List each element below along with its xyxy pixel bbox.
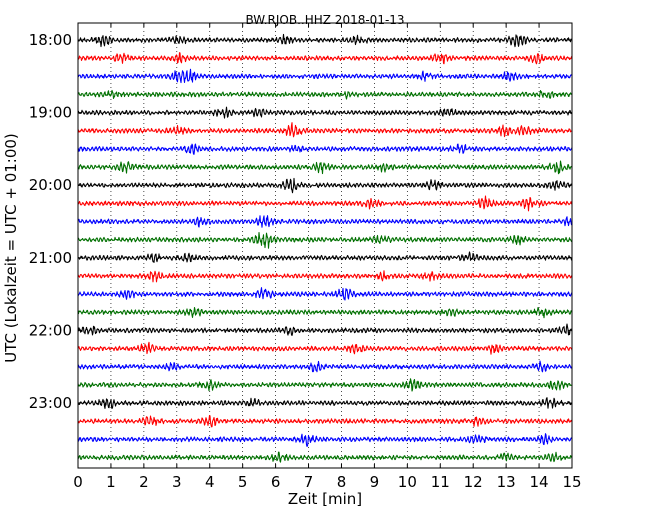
trace-line bbox=[77, 122, 573, 138]
trace-line bbox=[77, 89, 573, 100]
y-tick-label: 20:00 bbox=[29, 176, 72, 194]
trace-line bbox=[77, 323, 573, 337]
x-tick-label: 4 bbox=[205, 473, 215, 491]
trace-line bbox=[77, 68, 573, 84]
x-tick-label: 2 bbox=[139, 473, 149, 491]
x-tick-label: 1 bbox=[106, 473, 116, 491]
x-tick-label: 9 bbox=[370, 473, 380, 491]
x-tick-label: 15 bbox=[562, 473, 581, 491]
y-axis-label: UTC (Lokalzeit = UTC + 01:00) bbox=[2, 133, 20, 363]
trace-line bbox=[77, 341, 573, 355]
plot-frame bbox=[77, 22, 573, 469]
trace-line bbox=[77, 306, 573, 319]
trace-line bbox=[77, 33, 573, 48]
seismic-traces bbox=[77, 33, 573, 463]
trace-line bbox=[77, 215, 573, 228]
x-tick-label: 14 bbox=[530, 473, 549, 491]
trace-line bbox=[77, 177, 573, 194]
trace-line bbox=[77, 195, 573, 212]
axis-ticks: 0 1 2 3 4 5 6 7 8 9 10 11 12 13 14 1518:0019:0020:0021:… bbox=[29, 23, 582, 491]
x-tick-label: 5 bbox=[238, 473, 248, 491]
x-tick-label: 10 bbox=[398, 473, 417, 491]
chart-title: BW.RJOB..HHZ 2018-01-13 bbox=[245, 13, 404, 27]
trace-line bbox=[77, 433, 573, 447]
trace-line bbox=[77, 106, 573, 119]
trace-line bbox=[77, 451, 573, 463]
x-tick-label: 7 bbox=[304, 473, 314, 491]
x-tick-label: 0 bbox=[73, 473, 83, 491]
x-tick-label: 11 bbox=[431, 473, 450, 491]
trace-line bbox=[77, 143, 573, 155]
x-tick-label: 6 bbox=[271, 473, 281, 491]
trace-line bbox=[77, 397, 573, 410]
trace-line bbox=[77, 251, 573, 263]
x-tick-label: 12 bbox=[464, 473, 483, 491]
x-tick-label: 8 bbox=[337, 473, 347, 491]
x-axis-label: Zeit [min] bbox=[288, 490, 362, 508]
y-tick-label: 23:00 bbox=[29, 394, 72, 412]
y-tick-label: 21:00 bbox=[29, 249, 72, 267]
y-tick-label: 18:00 bbox=[29, 31, 72, 49]
trace-line bbox=[77, 270, 573, 283]
trace-line bbox=[77, 360, 573, 373]
trace-line bbox=[77, 160, 573, 175]
trace-line bbox=[77, 287, 573, 301]
trace-line bbox=[77, 378, 573, 392]
trace-line bbox=[77, 232, 573, 249]
y-tick-label: 19:00 bbox=[29, 104, 72, 122]
trace-line bbox=[77, 52, 573, 65]
y-tick-label: 22:00 bbox=[29, 321, 72, 339]
trace-line bbox=[77, 414, 573, 428]
x-tick-label: 13 bbox=[497, 473, 516, 491]
x-tick-label: 3 bbox=[172, 473, 182, 491]
